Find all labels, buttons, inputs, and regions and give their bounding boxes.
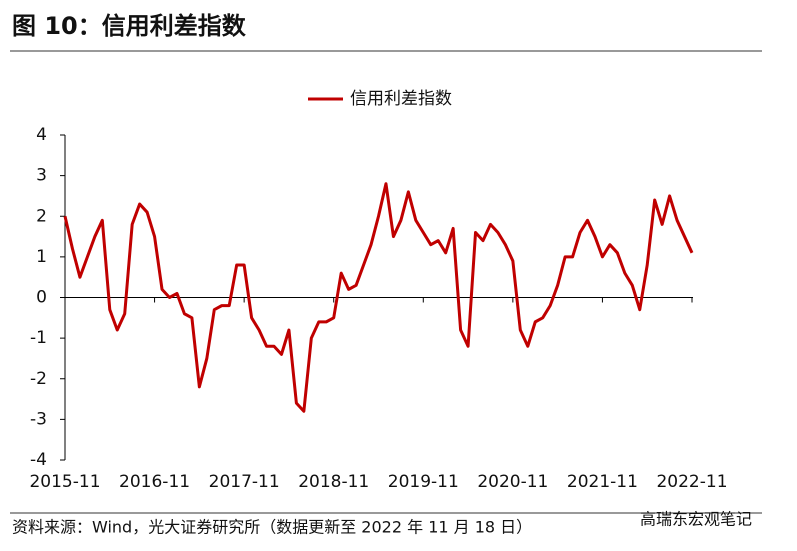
y-tick-label: 4 — [36, 125, 47, 145]
y-tick-label: -1 — [30, 328, 47, 348]
x-tick-label: 2022-11 — [656, 472, 727, 492]
y-tick-label: 2 — [36, 206, 47, 226]
y-tick-label: -4 — [30, 450, 47, 470]
x-tick-label: 2019-11 — [388, 472, 459, 492]
x-tick-label: 2016-11 — [119, 472, 190, 492]
legend-label: 信用利差指数 — [350, 89, 452, 109]
source: 资料来源：Wind，光大证券研究所（数据更新至 2022 年 11 月 18 日… — [12, 518, 532, 537]
x-tick-label: 2021-11 — [567, 472, 638, 492]
y-tick-label: 1 — [36, 247, 47, 267]
x-tick-label: 2020-11 — [477, 472, 548, 492]
x-tick-label: 2015-11 — [29, 472, 100, 492]
y-tick-label: -2 — [30, 369, 47, 389]
watermark: 高瑞东宏观笔记 — [640, 510, 752, 529]
y-tick-label: 0 — [36, 288, 47, 308]
line-series — [63, 182, 694, 413]
y-tick-label: -3 — [30, 409, 47, 429]
y-tick-label: 3 — [36, 166, 47, 186]
x-tick-label: 2018-11 — [298, 472, 369, 492]
chart-title: 图 10：信用利差指数 — [12, 12, 247, 40]
x-tick-label: 2017-11 — [209, 472, 280, 492]
